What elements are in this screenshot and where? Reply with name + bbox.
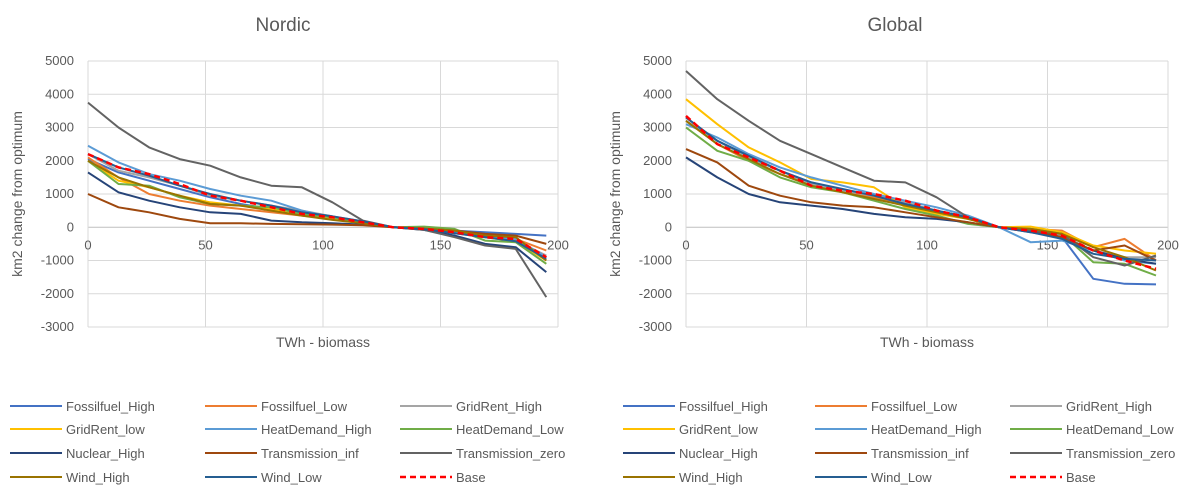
series-line-heatdemand-low: [685, 126, 1157, 277]
legend-label: GridRent_High: [456, 399, 542, 414]
legend-label: Fossilfuel_Low: [871, 399, 958, 414]
x-axis-label: TWh - biomass: [276, 334, 370, 350]
x-tick-label: 0: [84, 237, 91, 252]
y-tick-label: -1000: [41, 253, 74, 268]
y-tick-label: 5000: [45, 53, 74, 68]
x-tick-label: 100: [916, 237, 938, 252]
legend-label: Fossilfuel_High: [66, 399, 155, 414]
y-tick-label: -2000: [639, 286, 672, 301]
legend-label: HeatDemand_High: [261, 422, 372, 437]
chart-panel-nordic: Nordic500040003000200010000-1000-2000-30…: [9, 15, 569, 485]
legend-label: GridRent_low: [66, 422, 145, 437]
x-axis-label: TWh - biomass: [880, 334, 974, 350]
x-tick-label: 150: [1037, 237, 1059, 252]
legend-label: GridRent_low: [679, 422, 758, 437]
legend-label: Wind_High: [66, 470, 130, 485]
y-tick-label: 4000: [643, 86, 672, 101]
x-tick-label: 200: [547, 237, 569, 252]
legend-label: Wind_Low: [261, 470, 322, 485]
y-axis-label: km2 change from optimum: [9, 111, 25, 277]
y-tick-label: -1000: [639, 253, 672, 268]
series-line-wind-high: [87, 159, 547, 262]
legend-label: Transmission_zero: [456, 446, 565, 461]
y-tick-label: -3000: [41, 319, 74, 334]
series-line-base: [685, 114, 1157, 271]
x-tick-label: 200: [1157, 237, 1179, 252]
y-tick-label: -2000: [41, 286, 74, 301]
series-line-wind-high: [685, 119, 1157, 272]
y-tick-label: 1000: [643, 186, 672, 201]
chart-title: Nordic: [256, 15, 311, 36]
y-tick-label: 3000: [45, 120, 74, 135]
y-tick-label: 0: [665, 219, 672, 234]
y-tick-label: 0: [67, 219, 74, 234]
series-line-transmission-inf: [685, 148, 1157, 262]
y-axis-label: km2 change from optimum: [607, 111, 623, 277]
x-tick-label: 0: [682, 237, 689, 252]
series-line-base: [87, 152, 547, 259]
legend-label: HeatDemand_High: [871, 422, 982, 437]
legend-label: Fossilfuel_High: [679, 399, 768, 414]
legend-label: Wind_High: [679, 470, 743, 485]
legend-label: HeatDemand_Low: [456, 422, 564, 437]
y-tick-label: 4000: [45, 86, 74, 101]
series-line-fossilfuel-high: [685, 116, 1157, 286]
y-tick-label: 1000: [45, 186, 74, 201]
y-tick-label: 2000: [643, 153, 672, 168]
legend-label: Base: [1066, 470, 1096, 485]
x-tick-label: 50: [198, 237, 212, 252]
x-tick-label: 50: [799, 237, 813, 252]
series-line-nuclear-high: [87, 171, 547, 273]
legend-label: HeatDemand_Low: [1066, 422, 1174, 437]
legend-label: GridRent_High: [1066, 399, 1152, 414]
legend-label: Base: [456, 470, 486, 485]
y-tick-label: -3000: [639, 319, 672, 334]
chart-panel-global: Global500040003000200010000-1000-2000-30…: [607, 15, 1179, 485]
legend-label: Nuclear_High: [679, 446, 758, 461]
x-tick-label: 100: [312, 237, 334, 252]
chart-title: Global: [868, 15, 923, 36]
y-tick-label: 2000: [45, 153, 74, 168]
legend-label: Transmission_inf: [261, 446, 359, 461]
legend-label: Transmission_inf: [871, 446, 969, 461]
legend-label: Nuclear_High: [66, 446, 145, 461]
y-tick-label: 3000: [643, 120, 672, 135]
x-tick-label: 150: [430, 237, 452, 252]
series-line-gridrent-low: [685, 98, 1157, 255]
legend-label: Fossilfuel_Low: [261, 399, 348, 414]
y-tick-label: 5000: [643, 53, 672, 68]
series-line-transmission-zero: [87, 101, 548, 298]
legend-label: Wind_Low: [871, 470, 932, 485]
legend-label: Transmission_zero: [1066, 446, 1175, 461]
